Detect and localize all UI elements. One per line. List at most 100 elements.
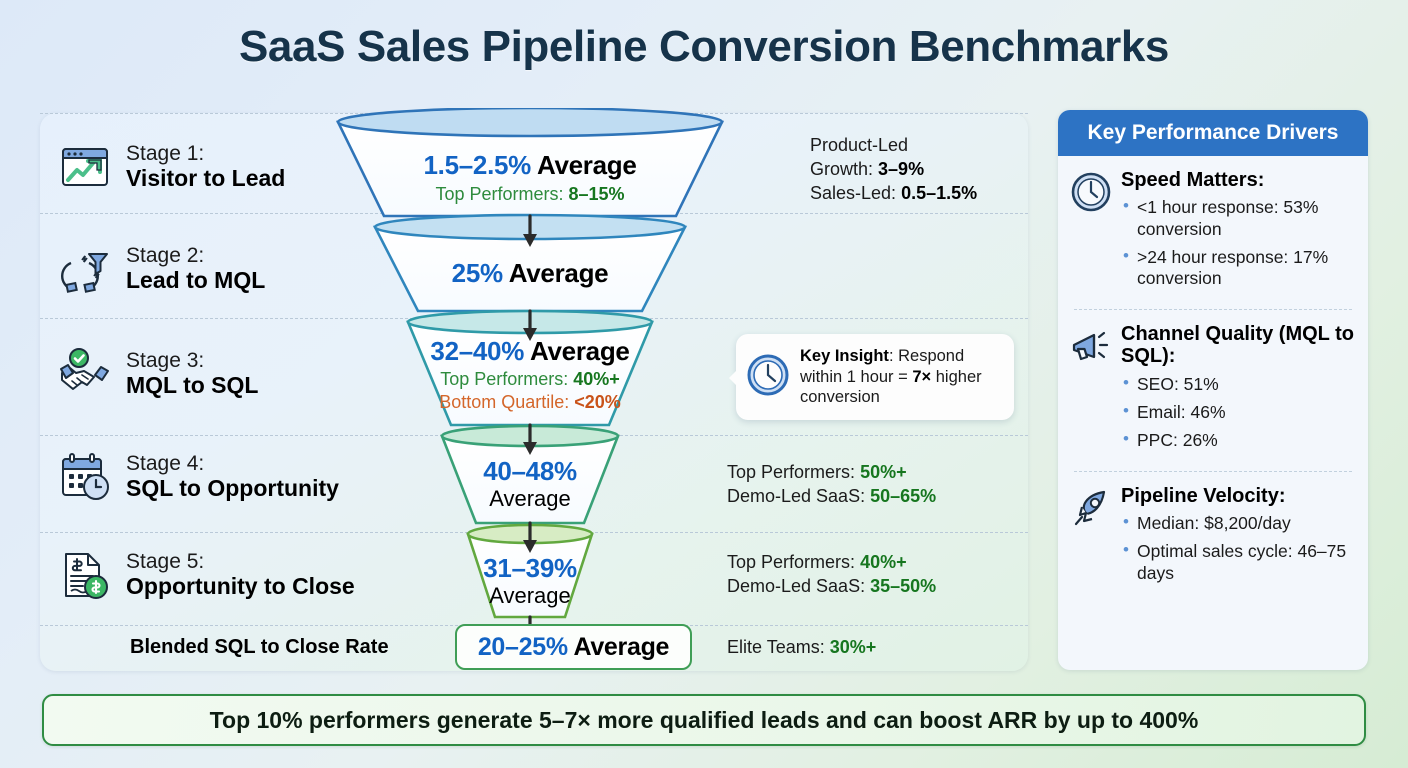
list-item: SEO: 51%	[1121, 373, 1354, 395]
blended-rate-label: Blended SQL to Close Rate	[130, 636, 389, 658]
section-list: Median: $8,200/day Optimal sales cycle: …	[1121, 512, 1354, 584]
stage-item-5[interactable]: Stage 5: Opportunity to Close	[58, 548, 355, 602]
sidebar-header: Key Performance Drivers	[1058, 110, 1368, 156]
megaphone-icon	[1070, 325, 1112, 367]
bottom-banner: Top 10% performers generate 5–7× more qu…	[42, 694, 1366, 746]
stage-1-average-suffix: Average	[536, 150, 637, 180]
page-title: SaaS Sales Pipeline Conversion Benchmark…	[238, 22, 1169, 71]
stage-3-average: 32–40%	[430, 336, 525, 366]
stage-5-average: 31–39%	[483, 553, 577, 583]
chart-growth-window-icon	[58, 140, 112, 194]
key-insight-emphasis: 7×	[912, 367, 932, 386]
stage-name: Lead to MQL	[126, 266, 266, 293]
annotation-line: Sales-Led: 0.5–1.5%	[810, 183, 978, 204]
invoice-dollar-icon	[58, 548, 112, 602]
stage-3-bottom-label: Bottom Quartile:	[439, 392, 570, 413]
funnel-stage-2-values: 25% Average	[330, 258, 730, 288]
annotation-label: Top Performers:	[727, 462, 856, 482]
list-item: >24 hour response: 17% conversion	[1121, 246, 1354, 290]
blended-rate-value: 20–25%	[477, 632, 568, 661]
clock-icon	[746, 353, 790, 402]
annotation-value: 50%+	[860, 462, 907, 482]
section-list: <1 hour response: 53% conversion >24 hou…	[1121, 196, 1354, 290]
elite-value: 30%+	[829, 637, 877, 657]
key-insight-text: Key Insight: Respond within 1 hour = 7× …	[800, 346, 1002, 408]
funnel-graphic	[335, 106, 725, 642]
sidebar-section-velocity[interactable]: Pipeline Velocity: Median: $8,200/day Op…	[1058, 472, 1368, 601]
stage-4-annotation: Top Performers: 50%+ Demo-Led SaaS: 50–6…	[727, 460, 936, 508]
list-item: Optimal sales cycle: 46–75 days	[1121, 540, 1354, 584]
key-insight-bold: Key Insight	[800, 346, 889, 365]
funnel-stage-1-values: 1.5–2.5% Average Top Performers: 8–15%	[330, 150, 730, 205]
blended-rate-suffix: Average	[573, 632, 670, 661]
section-title: Channel Quality (MQL to SQL):	[1121, 322, 1354, 368]
section-list: SEO: 51% Email: 46% PPC: 26%	[1121, 373, 1354, 452]
calendar-clock-icon	[58, 450, 112, 504]
annotation-value: 40%+	[860, 552, 907, 572]
stage-1-top-label: Top Performers:	[435, 184, 564, 205]
annotation-line: Top Performers: 50%+	[727, 460, 936, 484]
annotation-line: Product-Led	[810, 135, 909, 155]
handshake-check-icon	[58, 347, 112, 401]
sidebar-section-speed[interactable]: Speed Matters: <1 hour response: 53% con…	[1058, 156, 1368, 307]
stage-3-top-value: 40%+	[573, 369, 620, 390]
stage-3-bottom-value: <20%	[574, 392, 621, 413]
annotation-label: Demo-Led SaaS:	[727, 486, 866, 507]
magnet-funnel-icon	[58, 242, 112, 296]
sidebar-section-channel[interactable]: Channel Quality (MQL to SQL): SEO: 51% E…	[1058, 310, 1368, 469]
sidebar-divider	[1074, 470, 1352, 472]
stage-number: Stage 1:	[126, 142, 205, 166]
annotation-value: 50–65%	[870, 486, 937, 507]
sidebar-divider	[1074, 308, 1352, 310]
list-item: PPC: 26%	[1121, 429, 1354, 451]
stage-4-average: 40–48%	[483, 456, 577, 486]
rocket-icon	[1070, 487, 1112, 529]
stage-name: Visitor to Lead	[126, 164, 286, 191]
key-performance-drivers-panel: Key Performance Drivers Speed Matters: <…	[1058, 110, 1368, 670]
stage-number: Stage 4:	[126, 452, 205, 476]
stage-name: Opportunity to Close	[126, 572, 355, 599]
stage-1-annotation: Product-Led Growth: 3–9% Sales-Led: 0.5–…	[810, 133, 977, 205]
annotation-line: Top Performers: 40%+	[727, 550, 936, 574]
section-title: Pipeline Velocity:	[1121, 484, 1286, 507]
clock-icon	[1070, 171, 1112, 213]
stage-2-average: 25%	[451, 258, 503, 288]
stage-1-average: 1.5–2.5%	[423, 150, 532, 180]
stage-item-2[interactable]: Stage 2: Lead to MQL	[58, 242, 265, 296]
blended-rate-box: 20–25% Average	[455, 624, 692, 670]
list-item: Median: $8,200/day	[1121, 512, 1354, 534]
funnel-stage-4-values: 40–48% Average	[330, 456, 730, 512]
stage-4-average-suffix: Average	[489, 486, 571, 512]
stage-item-3[interactable]: Stage 3: MQL to SQL	[58, 347, 258, 401]
annotation-line: Demo-Led SaaS: 50–65%	[727, 484, 936, 508]
annotation-line: Growth: 3–9%	[810, 159, 925, 180]
stage-5-average-suffix: Average	[489, 583, 571, 609]
stage-name: SQL to Opportunity	[126, 474, 339, 501]
stage-item-4[interactable]: Stage 4: SQL to Opportunity	[58, 450, 339, 504]
stage-item-1[interactable]: Stage 1: Visitor to Lead	[58, 140, 285, 194]
funnel-stage-3-values: 32–40% Average Top Performers: 40%+ Bott…	[330, 336, 730, 413]
stage-2-average-suffix: Average	[508, 258, 609, 288]
key-insight-body: : Respond within 1 hour =	[800, 346, 965, 386]
stage-5-annotation: Top Performers: 40%+ Demo-Led SaaS: 35–5…	[727, 550, 936, 598]
elite-label: Elite Teams:	[727, 637, 825, 657]
annotation-line: Demo-Led SaaS: 35–50%	[727, 574, 936, 598]
stage-1-top-value: 8–15%	[568, 184, 625, 205]
stage-3-top-label: Top Performers:	[440, 369, 569, 390]
list-item: <1 hour response: 53% conversion	[1121, 196, 1354, 240]
funnel-stage-5-values: 31–39% Average	[330, 553, 730, 609]
annotation-value: 35–50%	[870, 576, 937, 597]
annotation-label: Top Performers:	[727, 552, 856, 572]
section-title: Speed Matters:	[1121, 169, 1265, 191]
elite-teams-annotation: Elite Teams: 30%+	[727, 637, 876, 658]
key-insight-tail: higher conversion	[800, 367, 982, 407]
list-item: Email: 46%	[1121, 401, 1354, 423]
conversion-funnel: 1.5–2.5% Average Top Performers: 8–15% 2…	[330, 106, 730, 668]
stage-number: Stage 2:	[126, 244, 205, 268]
annotation-label: Demo-Led SaaS:	[727, 576, 866, 597]
stage-3-average-suffix: Average	[530, 336, 630, 366]
stage-number: Stage 5:	[126, 550, 205, 574]
stage-name: MQL to SQL	[126, 371, 259, 398]
key-insight-callout: Key Insight: Respond within 1 hour = 7× …	[729, 334, 1014, 420]
stage-number: Stage 3:	[126, 349, 205, 373]
